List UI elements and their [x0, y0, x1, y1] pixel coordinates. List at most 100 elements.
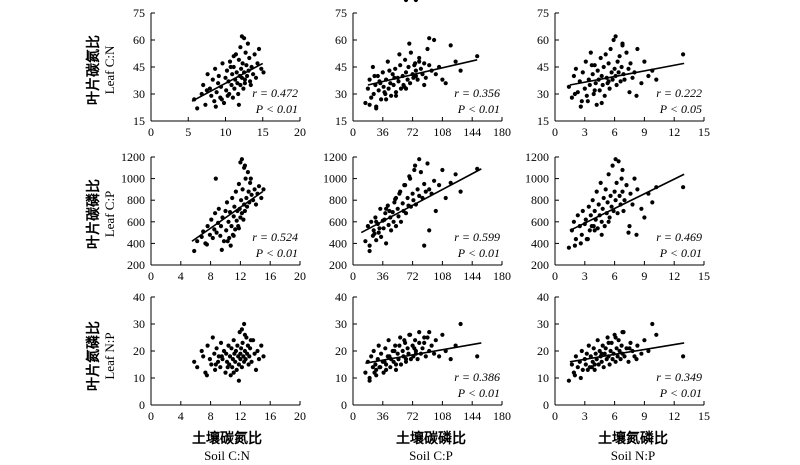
panel-r0c1-point — [405, 77, 410, 82]
panel-r0c0-point — [213, 66, 218, 71]
panel-r1c1-point — [389, 228, 394, 233]
panel-r2c2-point — [639, 351, 644, 356]
col-label-0: 土壤碳氮比 Soil C:N — [192, 430, 262, 463]
panel-r1c2-point — [586, 204, 591, 209]
panel-r0c1-point — [363, 100, 368, 106]
panel-r0c0-point — [220, 61, 225, 66]
panel-r0c1-point — [403, 57, 408, 62]
panel-r0c2-point — [618, 79, 623, 84]
panel-r2c1-point — [397, 343, 402, 348]
panel-r1c2-point — [602, 224, 607, 229]
panel-r0c1-point — [375, 73, 380, 79]
panel-r2c1-trend-line — [365, 342, 482, 364]
panel-r0c1-point — [391, 82, 396, 88]
panel-r2c2-point — [608, 348, 613, 354]
panel-r0c2-point — [614, 82, 619, 88]
panel-r2c2-ytick-label: 20 — [537, 344, 549, 358]
panel-r2c1-point — [381, 370, 386, 375]
panel-r1c2-point — [575, 213, 580, 218]
panel-r0c1-point — [423, 75, 428, 80]
panel-r1c0-point — [221, 239, 227, 244]
panel-r0c2-point — [635, 46, 640, 52]
panel-r1c1-xtick-label: 180 — [493, 269, 511, 283]
panel-r0c0-point — [238, 82, 243, 88]
panel-r2c1-point — [392, 348, 397, 354]
panel-r1c0-point — [238, 160, 243, 165]
panel-r2c1-point — [415, 357, 420, 362]
panel-r1c0-ytick-label: 200 — [127, 258, 145, 272]
panel-r2c1-point — [407, 332, 412, 337]
panel-r0c2-point — [588, 50, 593, 55]
panel-r1c1-point — [458, 189, 463, 194]
panel-r1c1-ytick-label: 400 — [329, 236, 347, 250]
panel-r2c1-point — [413, 338, 418, 343]
panel-r0c0-point — [230, 95, 235, 100]
panel-r0c0-point — [248, 82, 253, 88]
panel-r0c2-point — [594, 102, 599, 107]
panel-r1c1-point — [413, 0, 418, 3]
panel-r2c2-point — [626, 359, 631, 364]
panel-r2c1-xtick-label: 180 — [493, 409, 511, 423]
panel-r0c2-point — [572, 91, 578, 97]
panel-r0c0-point — [231, 64, 236, 70]
panel-r2c2-point — [580, 367, 585, 372]
panel-r1c0-point — [216, 206, 221, 211]
panel-r2c0-point — [192, 359, 197, 364]
panel-r2c0-point — [218, 365, 223, 370]
panel-r1c2-point — [626, 230, 631, 235]
panel-r0c2-point — [591, 91, 596, 97]
panel-r2c1-ytick-label: 10 — [335, 371, 347, 385]
panel-r1c0-point — [253, 202, 259, 207]
panel-r2c1-point — [425, 335, 430, 340]
panel-r0c0-point — [227, 59, 233, 64]
panel-r0c2-point — [595, 68, 600, 73]
panel-r0c2-point — [615, 59, 620, 64]
panel-r0c0-point — [228, 64, 233, 70]
row-label-0: 叶片碳氮比 Leaf C:N — [85, 35, 117, 105]
panel-r0c1-point — [371, 91, 376, 97]
panel-r1c2-point — [600, 206, 605, 211]
panel-r2c0-point — [239, 365, 244, 370]
panel-r1c2-point — [620, 167, 625, 173]
panel-r1c1-point — [432, 178, 437, 183]
panel-r1c1-point — [369, 219, 374, 224]
panel-r0c1-point — [393, 66, 398, 71]
panel-r1c0-point — [239, 211, 244, 216]
panel-r2c2-point — [616, 338, 621, 343]
panel-r0c0-point — [195, 106, 200, 111]
panel-r0c1-point — [376, 88, 381, 93]
panel-r2c1-r-value: r = 0.386 — [454, 370, 500, 384]
panel-r2c0-point — [226, 343, 231, 348]
panel-r2c0-ytick-label: 30 — [133, 317, 145, 331]
panel-r0c1-ytick-label: 60 — [335, 33, 347, 47]
panel-r0c1-point — [417, 59, 422, 64]
panel-r2c0-point — [230, 365, 235, 370]
panel-r2c0-point — [261, 354, 266, 359]
panel-r2c0-point — [205, 343, 210, 348]
panel-r1c2-point — [608, 193, 613, 198]
panel-r2c2-point — [605, 335, 610, 340]
row-label-1: 叶片碳磷比 Leaf C:P — [85, 179, 117, 249]
panel-r0c2: 0 3 6 9 12 15 15 30 45 60 75 r = 0.222 P < 0.05 — [537, 6, 710, 139]
panel-r2c0-point — [210, 335, 215, 340]
panel-r1c1-point — [392, 200, 397, 205]
panel-r0c0: 0 5 10 15 20 15 30 45 60 75 r = 0.472 P < 0.01 — [133, 6, 306, 139]
panel-r0c0-point — [214, 90, 219, 95]
panel-r1c1-point — [367, 243, 372, 248]
panel-r0c0-point — [216, 81, 221, 86]
panel-r0c1-point — [475, 54, 480, 59]
panel-r2c0-point — [259, 343, 264, 348]
panel-r1c2-point — [572, 243, 578, 248]
panel-r1c0-point — [209, 217, 214, 222]
panel-r1c1-point — [440, 167, 445, 173]
panel-r2c2-point — [596, 362, 601, 367]
panel-r0c2-point — [585, 99, 590, 104]
panel-r0c1-point — [427, 63, 432, 68]
panel-r1c1-point — [433, 208, 438, 214]
panel-r1c1-point — [390, 210, 395, 215]
panel-r0c2-point — [583, 59, 588, 64]
panel-r1c0-point — [239, 157, 244, 162]
panel-r1c1-point — [413, 163, 418, 168]
panel-r0c1-point — [458, 68, 463, 73]
